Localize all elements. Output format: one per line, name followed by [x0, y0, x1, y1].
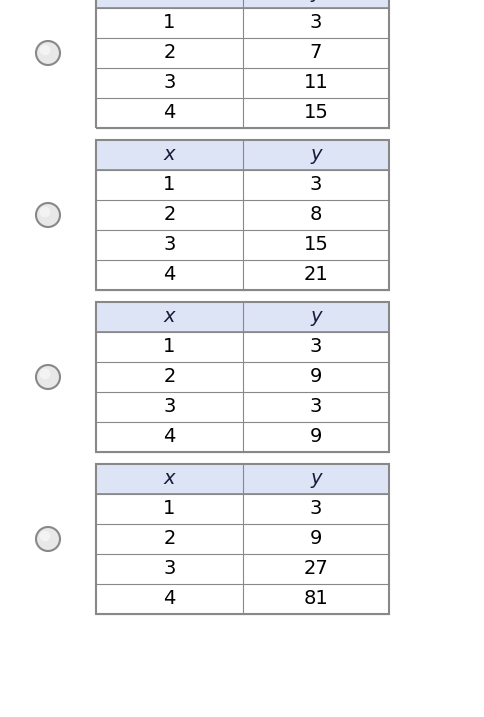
Bar [96, 464, 388, 494]
Circle shape [36, 203, 60, 227]
Text: 2: 2 [163, 368, 175, 386]
Bar [96, 302, 388, 332]
Text: y: y [310, 308, 321, 326]
Text: y: y [310, 470, 321, 488]
Text: 1: 1 [163, 500, 175, 518]
Bar [96, 260, 388, 290]
Text: 15: 15 [303, 103, 328, 123]
Bar [96, 8, 388, 38]
Bar [96, 0, 388, 128]
Bar [96, 554, 388, 584]
Text: 21: 21 [303, 265, 328, 285]
Text: 9: 9 [309, 529, 321, 549]
Bar [96, 38, 388, 68]
Bar [96, 524, 388, 554]
Text: 3: 3 [309, 14, 321, 32]
Text: 4: 4 [163, 589, 175, 609]
Text: x: x [164, 470, 175, 488]
Text: x: x [164, 308, 175, 326]
Text: 4: 4 [163, 103, 175, 123]
Circle shape [40, 44, 50, 55]
Text: 3: 3 [309, 500, 321, 518]
Text: 7: 7 [309, 44, 321, 62]
Text: 81: 81 [303, 589, 328, 609]
Bar [96, 464, 388, 614]
Circle shape [36, 527, 60, 551]
Text: 1: 1 [163, 14, 175, 32]
Bar [96, 392, 388, 422]
Text: 3: 3 [163, 235, 175, 255]
Text: 2: 2 [163, 206, 175, 224]
Text: y: y [310, 146, 321, 164]
Text: 3: 3 [163, 74, 175, 92]
Bar [96, 170, 388, 200]
Text: 3: 3 [309, 338, 321, 356]
Bar [96, 98, 388, 128]
Circle shape [40, 531, 50, 541]
Circle shape [36, 41, 60, 65]
Text: 11: 11 [303, 74, 328, 92]
Text: 27: 27 [303, 559, 328, 579]
Bar [96, 68, 388, 98]
Bar [96, 494, 388, 524]
Bar [96, 422, 388, 452]
Text: x: x [164, 146, 175, 164]
Text: y: y [310, 0, 321, 2]
Bar [96, 230, 388, 260]
Bar [96, 200, 388, 230]
Bar [96, 140, 388, 290]
Bar [96, 332, 388, 362]
Text: 3: 3 [163, 397, 175, 417]
Text: 15: 15 [303, 235, 328, 255]
Bar [96, 140, 388, 170]
Bar [96, 0, 388, 8]
Text: 4: 4 [163, 427, 175, 447]
Text: 3: 3 [309, 176, 321, 194]
Circle shape [40, 369, 50, 379]
Text: 8: 8 [309, 206, 321, 224]
Text: 3: 3 [163, 559, 175, 579]
Text: 3: 3 [309, 397, 321, 417]
Text: 1: 1 [163, 176, 175, 194]
Text: 9: 9 [309, 427, 321, 447]
Circle shape [40, 206, 50, 217]
Text: 1: 1 [163, 338, 175, 356]
Bar [96, 584, 388, 614]
Circle shape [36, 365, 60, 389]
Bar [96, 362, 388, 392]
Text: 2: 2 [163, 44, 175, 62]
Text: 4: 4 [163, 265, 175, 285]
Text: 9: 9 [309, 368, 321, 386]
Text: 2: 2 [163, 529, 175, 549]
Bar [96, 302, 388, 452]
Text: x: x [164, 0, 175, 2]
